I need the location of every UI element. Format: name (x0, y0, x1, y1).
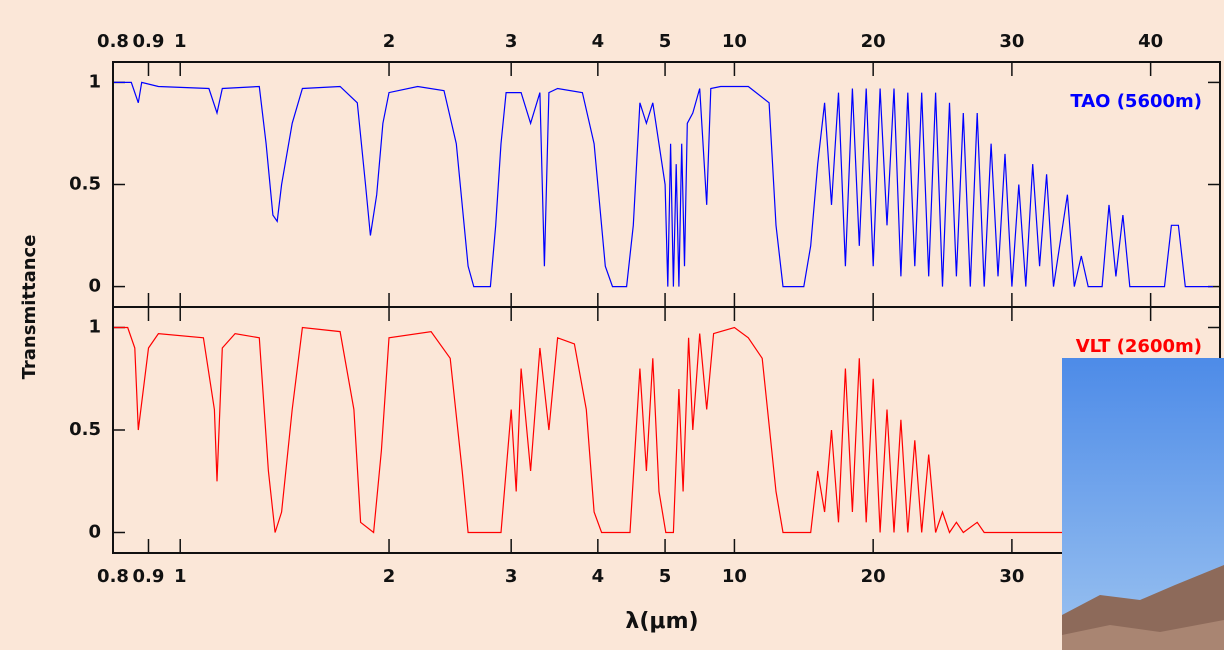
x-tick-label: 0.9 (133, 566, 165, 587)
annotation: TAO (5600m) (1070, 91, 1202, 112)
x-tick-label: 1 (174, 31, 187, 52)
x-axis-label: λ(μm) (625, 609, 698, 634)
x-tick-label: 10 (722, 31, 747, 52)
x-tick-label: 5 (659, 566, 672, 587)
x-tick-label: 2 (383, 566, 396, 587)
spectrum-line (113, 326, 1214, 534)
x-tick-label: 0.8 (97, 31, 129, 52)
x-tick-label: 20 (861, 31, 886, 52)
spectrum-line (113, 81, 1214, 288)
x-tick-label: 20 (861, 566, 886, 587)
x-tick-label: 4 (592, 566, 605, 587)
x-tick-label: 4 (592, 31, 605, 52)
y-tick-label: 0 (88, 522, 101, 543)
x-tick-label: 0.9 (133, 31, 165, 52)
x-tick-label: 2 (383, 31, 396, 52)
y-tick-label: 1 (88, 71, 101, 92)
x-tick-label: 10 (722, 566, 747, 587)
y-tick-label: 0 (88, 276, 101, 297)
x-tick-label: 1 (174, 566, 187, 587)
x-tick-label: 30 (999, 566, 1024, 587)
x-tick-label: 3 (505, 566, 518, 587)
photo-ground (1062, 620, 1224, 650)
y-tick-label: 0.5 (69, 419, 101, 440)
y-tick-label: 1 (88, 317, 101, 338)
x-tick-label: 3 (505, 31, 518, 52)
annotation: VLT (2600m) (1076, 336, 1202, 357)
x-tick-label: 5 (659, 31, 672, 52)
y-tick-label: 0.5 (69, 174, 101, 195)
x-tick-label: 40 (1138, 31, 1163, 52)
photo (1062, 358, 1224, 650)
y-axis-label: Transmittance (19, 235, 40, 380)
x-tick-label: 0.8 (97, 566, 129, 587)
x-tick-label: 30 (999, 31, 1024, 52)
